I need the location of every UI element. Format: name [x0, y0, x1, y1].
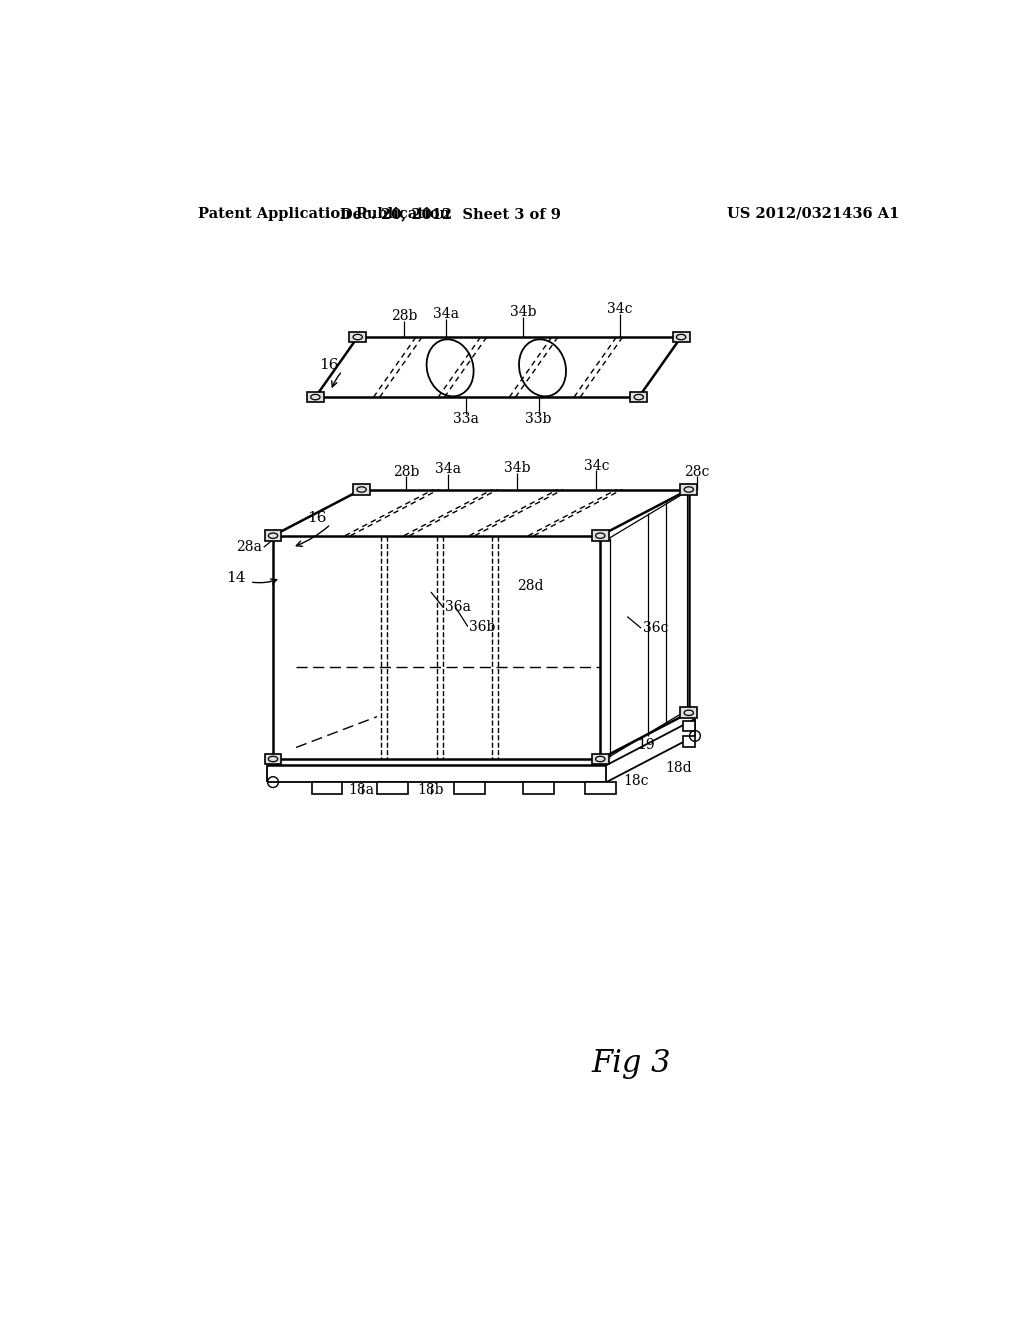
Text: 28a: 28a	[236, 540, 261, 554]
Bar	[592, 531, 608, 541]
Text: Dec. 20, 2012  Sheet 3 of 9: Dec. 20, 2012 Sheet 3 of 9	[340, 207, 560, 220]
Bar	[683, 721, 695, 731]
Text: 28c: 28c	[684, 465, 710, 479]
Text: US 2012/0321436 A1: US 2012/0321436 A1	[727, 207, 900, 220]
Text: 36a: 36a	[444, 601, 471, 614]
Bar	[631, 392, 647, 403]
Text: 18c: 18c	[624, 774, 649, 788]
Text: 36c: 36c	[643, 622, 668, 635]
Bar	[585, 781, 615, 795]
Text: 16: 16	[318, 358, 339, 372]
Bar	[349, 331, 367, 342]
Text: 34b: 34b	[504, 461, 530, 475]
Text: 18b: 18b	[418, 783, 444, 797]
Bar	[307, 392, 324, 403]
Bar	[592, 754, 608, 764]
Bar	[264, 531, 282, 541]
Bar	[264, 754, 282, 764]
Bar	[353, 484, 370, 495]
Text: 28b: 28b	[391, 309, 417, 323]
Bar	[680, 484, 697, 495]
Bar	[683, 737, 695, 747]
Text: 34b: 34b	[510, 305, 537, 319]
Text: 18d: 18d	[666, 762, 692, 775]
Text: 34c: 34c	[607, 302, 632, 317]
Text: 36b: 36b	[469, 619, 496, 634]
Text: Fig 3: Fig 3	[591, 1048, 671, 1078]
Text: 34c: 34c	[584, 458, 609, 473]
Text: 16: 16	[307, 511, 327, 525]
Text: 33a: 33a	[453, 412, 478, 425]
Text: 14: 14	[226, 572, 246, 585]
Bar	[454, 781, 484, 795]
Bar	[377, 781, 408, 795]
Bar	[673, 331, 689, 342]
Text: 34a: 34a	[435, 462, 461, 477]
Text: 28d: 28d	[517, 578, 544, 593]
Text: Patent Application Publication: Patent Application Publication	[199, 207, 451, 220]
Bar	[523, 781, 554, 795]
Bar	[311, 781, 342, 795]
Bar	[680, 708, 697, 718]
Text: 33b: 33b	[525, 412, 552, 425]
Text: 34a: 34a	[433, 308, 459, 321]
Text: 28b: 28b	[393, 465, 420, 479]
Text: 19: 19	[638, 738, 655, 752]
Text: 18a: 18a	[348, 783, 375, 797]
